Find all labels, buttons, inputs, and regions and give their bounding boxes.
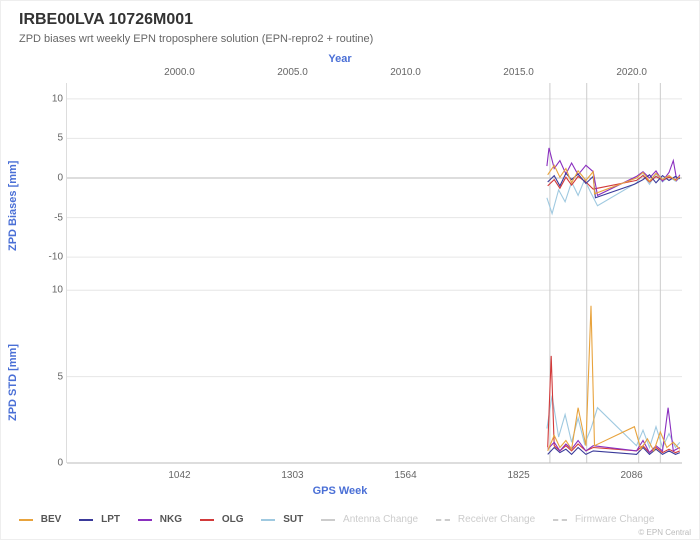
ytick-top: 10 xyxy=(52,93,63,104)
legend-item-firmware[interactable]: Firmware Change xyxy=(553,514,654,525)
legend-item-BEV[interactable]: BEV xyxy=(19,514,61,525)
plot-svg xyxy=(67,83,679,463)
top-tick: 2000.0 xyxy=(164,67,195,78)
legend-label: OLG xyxy=(219,514,243,525)
bottom-tick: 1825 xyxy=(507,470,529,481)
ytick-bottom: 5 xyxy=(57,371,63,382)
chart-title: IRBE00LVA 10726M001 xyxy=(19,11,193,29)
top-tick: 2005.0 xyxy=(277,67,308,78)
OLG-swatch xyxy=(200,519,214,521)
legend-label: Receiver Change xyxy=(455,514,535,525)
y-axis-title-biases: ZPD Biases [mm] xyxy=(7,161,19,251)
bottom-tick: 1564 xyxy=(394,470,416,481)
ytick-bottom: 10 xyxy=(52,285,63,296)
receiver-swatch xyxy=(436,519,450,521)
legend-item-antenna[interactable]: Antenna Change xyxy=(321,514,418,525)
ytick-top: 0 xyxy=(57,173,63,184)
chart-container: IRBE00LVA 10726M001 ZPD biases wrt weekl… xyxy=(0,0,700,540)
legend-item-NKG[interactable]: NKG xyxy=(138,514,182,525)
top-axis-title: Year xyxy=(1,53,679,65)
top-tick: 2015.0 xyxy=(503,67,534,78)
credits: © EPN Central xyxy=(638,528,691,537)
antenna-swatch xyxy=(321,519,335,521)
legend-item-OLG[interactable]: OLG xyxy=(200,514,243,525)
bottom-tick: 2086 xyxy=(621,470,643,481)
legend-label: BEV xyxy=(38,514,61,525)
top-tick: 2020.0 xyxy=(616,67,647,78)
legend: BEV LPT NKG OLG SUT Antenna Change Recei… xyxy=(19,514,681,525)
ytick-bottom: 0 xyxy=(57,458,63,469)
legend-label: Antenna Change xyxy=(340,514,418,525)
legend-item-receiver[interactable]: Receiver Change xyxy=(436,514,535,525)
legend-label: SUT xyxy=(280,514,303,525)
LPT-swatch xyxy=(79,519,93,521)
NKG-swatch xyxy=(138,519,152,521)
firmware-swatch xyxy=(553,519,567,521)
ytick-top: -5 xyxy=(54,212,63,223)
bottom-axis-title: GPS Week xyxy=(1,485,679,497)
SUT-swatch xyxy=(261,519,275,521)
bottom-tick: 1042 xyxy=(168,470,190,481)
top-tick: 2010.0 xyxy=(390,67,421,78)
ytick-top: -10 xyxy=(49,252,63,263)
legend-label: NKG xyxy=(157,514,182,525)
chart-subtitle: ZPD biases wrt weekly EPN troposphere so… xyxy=(19,33,373,45)
y-axis-title-std: ZPD STD [mm] xyxy=(7,344,19,421)
plot-area xyxy=(66,83,679,463)
legend-label: Firmware Change xyxy=(572,514,654,525)
ytick-top: 5 xyxy=(57,133,63,144)
legend-item-SUT[interactable]: SUT xyxy=(261,514,303,525)
legend-label: LPT xyxy=(98,514,120,525)
legend-item-LPT[interactable]: LPT xyxy=(79,514,120,525)
BEV-swatch xyxy=(19,519,33,521)
bottom-tick: 1303 xyxy=(281,470,303,481)
